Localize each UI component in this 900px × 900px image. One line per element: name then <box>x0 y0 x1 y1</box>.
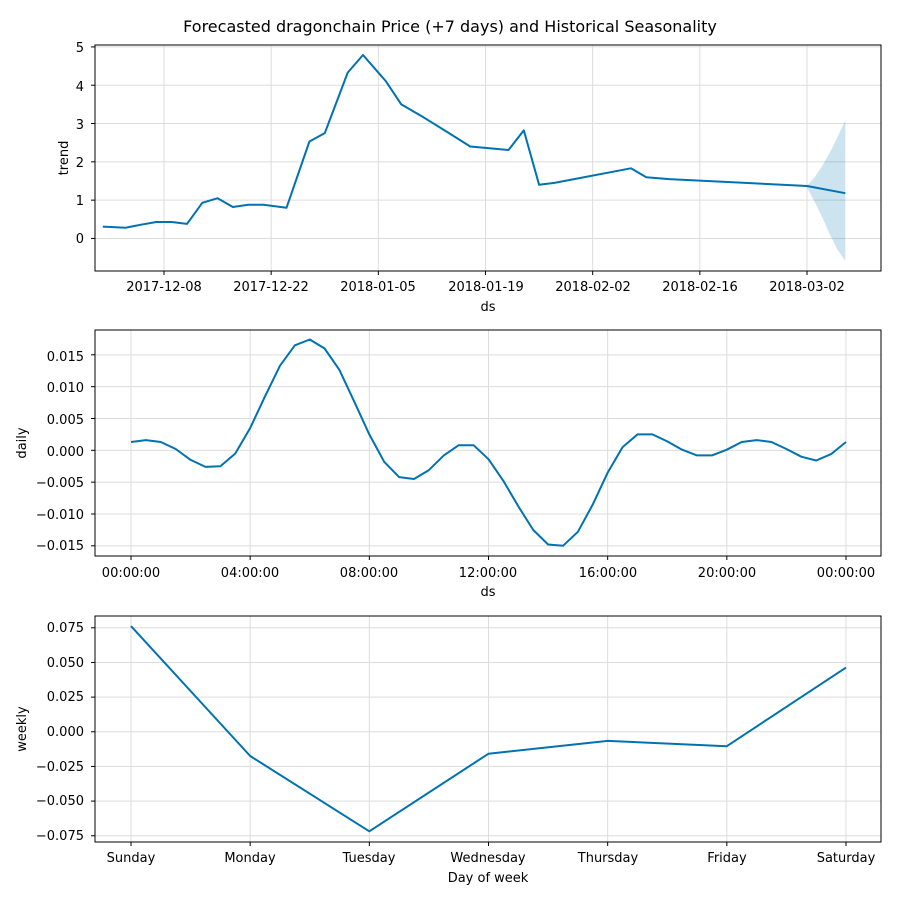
trend-plot-frame <box>94 44 882 272</box>
weekly-y-tick-label: 0.000 <box>47 725 84 740</box>
trend-x-tick-label: 2017-12-22 <box>233 280 309 295</box>
daily-y-tick-label: 0.010 <box>47 381 84 396</box>
weekly-y-tick-label: −0.050 <box>36 794 84 809</box>
weekly-x-tick-label: Saturday <box>817 851 876 866</box>
trend-panel: 2017-12-08 2017-12-22 2018-01-05 2018-01… <box>57 41 882 315</box>
trend-x-axis-label: ds <box>480 300 495 315</box>
weekly-y-tick-label: 0.075 <box>47 621 84 636</box>
trend-x-tick-label: 2017-12-08 <box>126 280 202 295</box>
weekly-x-tick-label: Monday <box>224 851 276 866</box>
weekly-line <box>130 625 847 833</box>
trend-y-tick-label: 1 <box>76 194 84 209</box>
trend-x-tick-label: 2018-01-05 <box>340 280 416 295</box>
daily-x-tick-label: 12:00:00 <box>459 566 517 581</box>
trend-ticks <box>91 46 808 275</box>
daily-y-axis-label: daily <box>15 427 30 458</box>
trend-y-tick-label: 4 <box>76 80 84 95</box>
daily-ticks <box>91 354 847 560</box>
trend-x-tick-label: 2018-03-02 <box>769 280 845 295</box>
trend-y-tick-label: 2 <box>76 156 84 171</box>
trend-gridlines <box>95 45 881 271</box>
daily-y-tick-label: −0.015 <box>36 539 84 554</box>
weekly-y-tick-label: −0.075 <box>36 829 84 844</box>
weekly-y-tick-label: 0.050 <box>47 656 84 671</box>
weekly-ticks <box>91 627 847 846</box>
daily-y-tick-label: 0.005 <box>47 413 84 428</box>
weekly-y-tick-labels: 0.075 0.050 0.025 0.000 −0.025 −0.050 −0… <box>36 621 84 844</box>
daily-x-tick-label: 00:00:00 <box>817 566 875 581</box>
weekly-y-axis-label: weekly <box>15 706 30 752</box>
daily-gridlines <box>95 330 881 556</box>
daily-x-axis-label: ds <box>480 585 495 600</box>
trend-y-tick-labels: 0 1 2 3 4 5 <box>76 41 84 247</box>
weekly-x-tick-label: Wednesday <box>450 851 526 866</box>
daily-x-tick-label: 04:00:00 <box>221 566 279 581</box>
trend-y-tick-label: 5 <box>76 41 84 56</box>
weekly-y-tick-label: −0.025 <box>36 760 84 775</box>
weekly-x-tick-label: Tuesday <box>342 851 396 866</box>
daily-y-tick-label: 0.015 <box>47 350 84 365</box>
daily-x-tick-label: 16:00:00 <box>579 566 637 581</box>
trend-y-tick-label: 0 <box>76 232 84 247</box>
trend-x-tick-label: 2018-02-02 <box>555 280 631 295</box>
weekly-x-axis-label: Day of week <box>448 871 529 886</box>
trend-line <box>102 54 846 229</box>
daily-y-tick-label: 0.000 <box>47 445 84 460</box>
daily-x-tick-label: 08:00:00 <box>340 566 398 581</box>
weekly-gridlines <box>95 616 881 842</box>
trend-x-tick-label: 2018-02-16 <box>662 280 738 295</box>
daily-y-tick-labels: 0.015 0.010 0.005 0.000 −0.005 −0.010 −0… <box>36 350 84 554</box>
trend-x-tick-labels: 2017-12-08 2017-12-22 2018-01-05 2018-01… <box>126 280 845 295</box>
daily-line <box>130 338 847 547</box>
trend-x-tick-label: 2018-01-19 <box>448 280 524 295</box>
weekly-x-tick-label: Sunday <box>107 851 156 866</box>
weekly-panel: Sunday Monday Tuesday Wednesday Thursday… <box>15 615 882 886</box>
daily-x-tick-labels: 00:00:00 04:00:00 08:00:00 12:00:00 16:0… <box>102 566 875 581</box>
daily-panel: 00:00:00 04:00:00 08:00:00 12:00:00 16:0… <box>15 329 882 600</box>
trend-y-axis-label: trend <box>57 141 72 176</box>
trend-y-tick-label: 3 <box>76 118 84 133</box>
daily-y-tick-label: −0.010 <box>36 508 84 523</box>
daily-x-tick-label: 20:00:00 <box>698 566 756 581</box>
figure-title: Forecasted dragonchain Price (+7 days) a… <box>183 17 717 36</box>
daily-x-tick-label: 00:00:00 <box>102 566 160 581</box>
weekly-x-tick-labels: Sunday Monday Tuesday Wednesday Thursday… <box>107 851 876 866</box>
weekly-x-tick-label: Friday <box>707 851 747 866</box>
weekly-x-tick-label: Thursday <box>577 851 639 866</box>
daily-y-tick-label: −0.005 <box>36 476 84 491</box>
weekly-y-tick-label: 0.025 <box>47 690 84 705</box>
